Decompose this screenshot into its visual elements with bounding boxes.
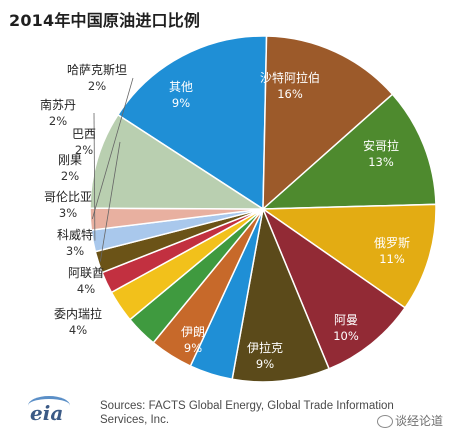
slice-label: 俄罗斯 — [374, 236, 410, 250]
slice-label: 委内瑞拉 — [54, 306, 102, 321]
slice-label: 科威特 — [57, 227, 93, 242]
eia-arc-icon — [28, 396, 70, 415]
slice-value: 2% — [61, 169, 79, 183]
slice-label: 沙特阿拉伯 — [260, 70, 320, 85]
pie-slice — [261, 206, 407, 370]
pie-slice — [260, 203, 437, 309]
wechat-icon — [376, 415, 393, 428]
watermark: 谈经论道 — [374, 412, 445, 429]
footer: eia Sources: FACTS Global Energy, Global… — [0, 392, 451, 437]
leader-line — [91, 77, 134, 220]
slice-label: 哥伦比亚 — [44, 189, 92, 204]
slice-label: 伊朗 — [181, 325, 205, 339]
slice-value: 2% — [88, 79, 106, 93]
slice-label: 刚果 — [58, 153, 82, 167]
pie-slice — [231, 206, 331, 383]
watermark-text: 谈经论道 — [394, 414, 443, 428]
pie-slice — [260, 93, 437, 210]
pie-chart: 沙特阿拉伯 16% 安哥拉 13% 俄罗斯 11% 阿曼 10% 伊拉克 9% 伊朗 9% 委内瑞拉 4%… — [40, 35, 437, 383]
leader-line — [93, 112, 96, 241]
slice-value: 11% — [379, 252, 405, 266]
pie-slice — [116, 35, 268, 211]
pie-slice — [89, 113, 266, 210]
slice-value: 9% — [172, 96, 190, 110]
slice-value: 13% — [368, 155, 394, 169]
slice-label: 安哥拉 — [363, 138, 399, 153]
slice-label: 南苏丹 — [40, 97, 76, 112]
slice-value: 2% — [75, 143, 93, 157]
slice-value: 3% — [59, 206, 77, 220]
slice-label: 伊拉克 — [247, 340, 283, 355]
leader-line — [99, 141, 121, 262]
slice-label: 其他 — [169, 80, 193, 94]
slice-value: 3% — [66, 244, 84, 258]
slice-label: 阿联酋 — [68, 265, 104, 280]
slice-value: 9% — [256, 357, 274, 371]
slice-label: 巴西 — [72, 127, 96, 141]
slice-label: 阿曼 — [334, 313, 358, 327]
eia-logo: eia — [30, 401, 64, 425]
slice-label: 哈萨克斯坦 — [67, 63, 127, 77]
slice-value: 9% — [184, 341, 202, 355]
slice-value: 4% — [69, 323, 87, 337]
slice-value: 16% — [277, 87, 303, 101]
slice-value: 4% — [77, 282, 95, 296]
slice-value: 10% — [333, 329, 359, 343]
slice-value: 2% — [49, 114, 67, 128]
pie-slice — [262, 35, 394, 211]
source-text: Sources: FACTS Global Energy, Global Tra… — [100, 400, 394, 426]
chart-title: 2014年中国原油进口比例 — [9, 11, 201, 30]
